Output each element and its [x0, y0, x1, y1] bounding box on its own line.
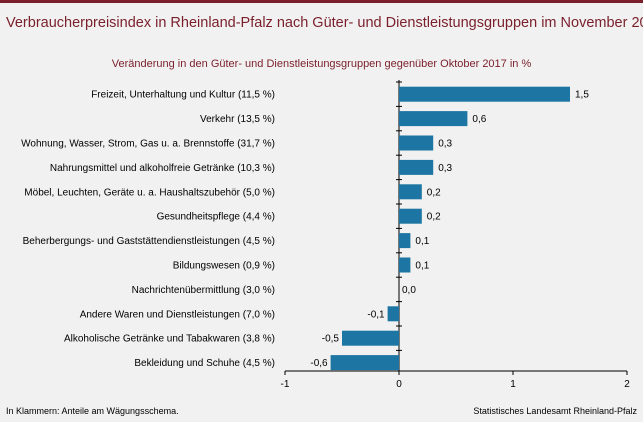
category-label: Wohnung, Wasser, Strom, Gas u. a. Brenns… [21, 139, 275, 150]
category-label: Nachrichtenübermittlung (3,0 %) [132, 285, 275, 296]
header-bar: Verbraucherpreisindex in Rheinland-Pfalz… [0, 3, 643, 47]
bar [342, 330, 399, 346]
chart-panel [0, 47, 643, 422]
bar [399, 184, 422, 200]
x-tick-label: 2 [624, 379, 630, 390]
category-label: Bildungswesen (0,9 %) [173, 261, 275, 272]
bar [399, 86, 570, 102]
data-label: 0,2 [427, 212, 441, 223]
category-label: Freizeit, Unterhaltung und Kultur (11,5 … [91, 90, 275, 101]
category-label: Verkehr (13,5 %) [200, 114, 275, 125]
data-label: 0,0 [402, 285, 416, 296]
top-rule [0, 0, 643, 3]
data-label: 0,2 [427, 187, 441, 198]
data-label: 0,6 [472, 114, 486, 125]
data-label: -0,1 [367, 309, 385, 320]
data-label: -0,6 [310, 358, 328, 369]
data-label: -0,5 [322, 334, 340, 345]
data-label: 0,1 [415, 236, 429, 247]
data-label: 0,1 [415, 261, 429, 272]
category-label: Andere Waren und Dienstleistungen (7,0 %… [80, 309, 275, 320]
chart-title: Veränderung in den Güter- und Dienstleis… [111, 58, 532, 70]
bar [399, 111, 468, 127]
bar [330, 355, 399, 371]
x-tick-label: 1 [510, 379, 516, 390]
data-label: 1,5 [575, 90, 589, 101]
bar [399, 208, 422, 224]
bar [399, 233, 411, 249]
data-label: 0,3 [438, 139, 452, 150]
page-title: Verbraucherpreisindex in Rheinland-Pfalz… [6, 15, 643, 31]
bar [387, 306, 399, 322]
category-label: Beherbergungs- und Gaststättendienstleis… [23, 236, 275, 247]
bar [399, 257, 411, 273]
source-note: Statistisches Landesamt Rheinland-Pfalz [473, 406, 637, 416]
category-label: Möbel, Leuchten, Geräte u. a. Haushaltsz… [24, 187, 275, 198]
category-label: Alkoholische Getränke und Tabakwaren (3,… [64, 334, 275, 345]
bar [399, 135, 434, 151]
x-tick-label: 0 [396, 379, 402, 390]
data-label: 0,3 [438, 163, 452, 174]
category-label: Nahrungsmittel und alkoholfreie Getränke… [50, 163, 275, 174]
x-tick-label: -1 [281, 379, 290, 390]
category-label: Bekleidung und Schuhe (4,5 %) [134, 358, 275, 369]
footnote: In Klammern: Anteile am Wägungsschema. [6, 406, 179, 416]
category-label: Gesundheitspflege (4,4 %) [157, 212, 275, 223]
bar [399, 159, 434, 175]
